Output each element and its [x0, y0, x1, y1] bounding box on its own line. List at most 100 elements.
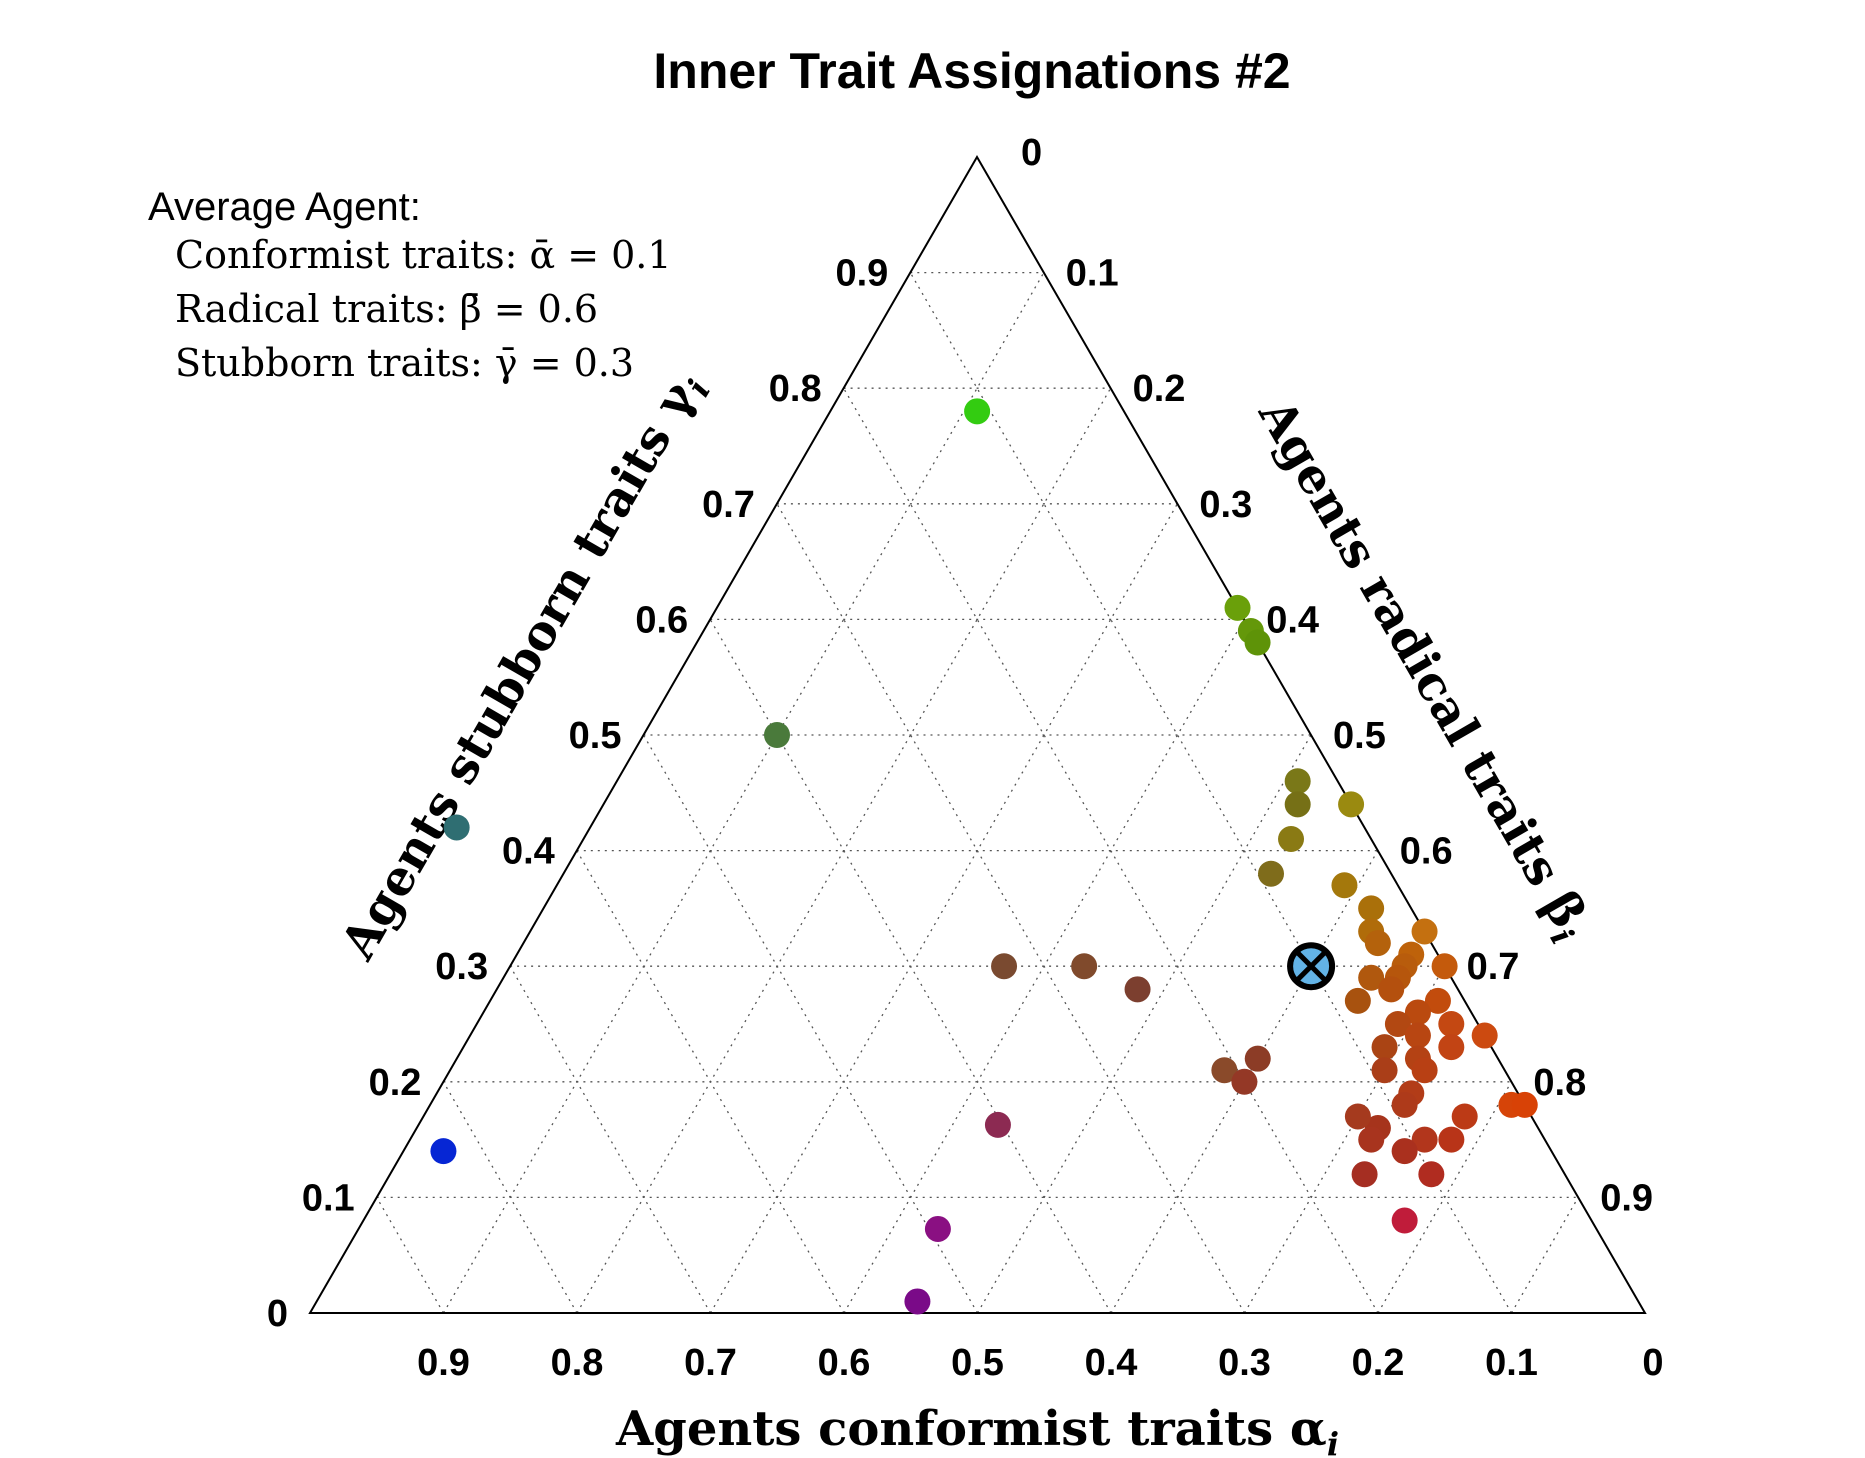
agent-point — [1284, 791, 1311, 818]
gamma-tick-label: 0.4 — [502, 831, 555, 873]
agent-point — [1418, 1161, 1445, 1188]
grid-line-alpha — [509, 965, 712, 1314]
average-agent-marker — [1287, 942, 1336, 991]
agent-point — [904, 1288, 931, 1315]
gamma-tick-label: 0.5 — [569, 715, 622, 757]
agent-point — [1511, 1091, 1538, 1118]
legend: Average Agent: Conformist traits: ᾱ = 0.… — [148, 185, 672, 385]
grid-line-beta — [442, 272, 1045, 1314]
agent-point — [1391, 1138, 1418, 1165]
alpha-tick-label: 0.3 — [1218, 1342, 1271, 1384]
ternary-gridlines — [376, 271, 1579, 1314]
gamma-tick-label: 0.7 — [702, 484, 755, 526]
grid-line-alpha — [442, 1081, 578, 1314]
gamma-tick-label: 0.2 — [369, 1062, 422, 1104]
legend-line-conformist: Conformist traits: ᾱ = 0.1 — [175, 233, 672, 277]
gamma-tick-label: 0 — [267, 1293, 288, 1335]
gamma-tick-label: 0.6 — [635, 599, 688, 641]
agent-point — [1344, 987, 1371, 1014]
gamma-tick-label: 0.9 — [835, 253, 888, 295]
agent-point — [991, 953, 1018, 980]
gamma-tick-label: 0.3 — [435, 946, 488, 988]
agent-point — [430, 1138, 457, 1165]
agent-point — [1431, 953, 1458, 980]
beta-tick-label: 0.7 — [1467, 946, 1520, 988]
apex-tick-label: 0 — [1021, 132, 1042, 174]
gamma-axis-ticks: 0.9 0.8 0.7 0.6 0.5 0.4 0.3 0.2 0.1 0 — [267, 253, 888, 1335]
beta-tick-label: 0.3 — [1199, 484, 1252, 526]
chart-title: Inner Trait Assignations #2 — [653, 43, 1290, 99]
agent-point — [1278, 826, 1305, 853]
agent-point — [1358, 964, 1385, 991]
agent-point — [1071, 953, 1098, 980]
agent-point — [1391, 1207, 1418, 1234]
legend-heading: Average Agent: — [148, 185, 421, 229]
agent-point — [1231, 1068, 1258, 1095]
agent-point — [1224, 594, 1251, 621]
agent-point — [1244, 629, 1271, 656]
beta-tick-label: 0.8 — [1533, 1062, 1586, 1104]
agent-point — [1438, 1034, 1465, 1061]
alpha-tick-label: 0.5 — [951, 1342, 1004, 1384]
alpha-tick-label: 0.1 — [1485, 1342, 1538, 1384]
agent-point — [1351, 1161, 1378, 1188]
average-agent-cross — [1294, 949, 1328, 983]
alpha-tick-label: 0.6 — [818, 1342, 871, 1384]
agent-point — [1124, 976, 1151, 1003]
beta-tick-label: 0.5 — [1333, 715, 1386, 757]
beta-tick-label: 0.9 — [1600, 1177, 1653, 1219]
legend-line-radical: Radical traits: β̄ = 0.6 — [175, 287, 598, 331]
legend-line-stubborn: Stubborn traits: γ̄ = 0.3 — [175, 341, 634, 385]
agent-point — [1384, 1011, 1411, 1037]
agent-point — [1244, 1045, 1271, 1072]
agent-point — [1424, 987, 1451, 1014]
alpha-tick-label: 0.4 — [1085, 1342, 1138, 1384]
grid-line-alpha — [909, 272, 1513, 1314]
grid-line-alpha — [776, 503, 1246, 1314]
grid-line-beta — [1510, 1197, 1579, 1314]
agent-point — [1438, 1126, 1465, 1153]
alpha-axis-ticks: 0.9 0.8 0.7 0.6 0.5 0.4 0.3 0.2 0.1 0 — [417, 1342, 1663, 1384]
grid-line-beta — [976, 734, 1312, 1314]
alpha-tick-label: 0.9 — [417, 1342, 470, 1384]
grid-line-alpha — [843, 387, 1379, 1314]
agent-point — [1211, 1057, 1238, 1084]
agent-point — [443, 814, 470, 841]
grid-line-alpha — [576, 850, 845, 1314]
agent-point — [1371, 1034, 1398, 1061]
agent-point — [764, 722, 790, 748]
agent-point — [1378, 976, 1405, 1003]
agent-point — [1404, 1022, 1431, 1049]
agent-point — [964, 398, 991, 425]
agent-point — [1358, 895, 1385, 922]
gamma-axis-label: Agents stubborn traits γi — [330, 361, 719, 972]
gamma-tick-label: 0.1 — [302, 1177, 355, 1219]
agent-point — [1338, 791, 1365, 818]
beta-tick-label: 0.6 — [1400, 831, 1453, 873]
ternary-frame — [308, 155, 1647, 1314]
beta-tick-label: 0.2 — [1133, 368, 1186, 410]
agent-point — [1371, 1057, 1398, 1084]
agent-point — [1438, 1011, 1465, 1037]
beta-tick-label: 0.1 — [1066, 253, 1119, 295]
beta-tick-label: 0.4 — [1266, 599, 1319, 641]
agent-point — [1451, 1103, 1478, 1130]
alpha-tick-label: 0.2 — [1352, 1342, 1405, 1384]
alpha-tick-label: 0.7 — [684, 1342, 737, 1384]
agent-point — [1364, 930, 1391, 957]
agent-point — [924, 1215, 951, 1242]
agent-point — [1358, 1126, 1385, 1153]
agent-point — [1411, 1057, 1438, 1084]
agent-point — [1391, 1091, 1418, 1118]
grid-line-alpha — [376, 1197, 445, 1314]
agent-point — [1411, 1126, 1438, 1153]
agent-point — [1411, 918, 1438, 945]
gamma-tick-label: 0.8 — [769, 368, 822, 410]
grid-line-beta — [1377, 1081, 1512, 1314]
agent-point — [984, 1111, 1011, 1138]
grid-line-beta — [709, 503, 1178, 1314]
agent-point — [1344, 1103, 1371, 1130]
agent-point — [1258, 860, 1285, 887]
agent-point — [1404, 999, 1431, 1026]
